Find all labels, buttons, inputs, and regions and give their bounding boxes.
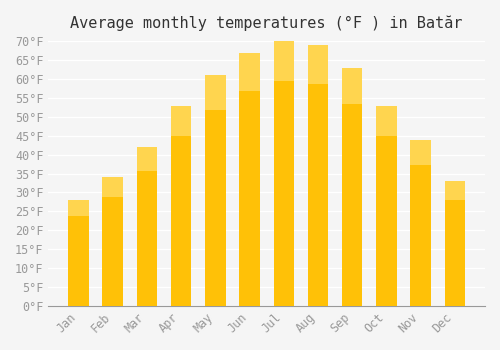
Bar xyxy=(68,200,88,306)
Bar xyxy=(444,181,465,306)
Bar xyxy=(376,106,396,306)
Bar xyxy=(240,53,260,91)
Bar xyxy=(342,68,362,306)
Bar xyxy=(308,45,328,306)
Bar xyxy=(102,177,123,306)
Bar xyxy=(102,177,123,197)
Title: Average monthly temperatures (°F ) in Batăr: Average monthly temperatures (°F ) in Ba… xyxy=(70,15,463,30)
Bar xyxy=(410,140,431,306)
Bar xyxy=(171,106,192,306)
Bar xyxy=(308,45,328,84)
Bar xyxy=(205,75,226,110)
Bar xyxy=(274,41,294,81)
Bar xyxy=(68,200,88,216)
Bar xyxy=(136,147,157,306)
Bar xyxy=(240,53,260,306)
Bar xyxy=(136,147,157,171)
Bar xyxy=(444,181,465,200)
Bar xyxy=(274,41,294,306)
Bar xyxy=(410,140,431,164)
Bar xyxy=(205,75,226,306)
Bar xyxy=(376,106,396,136)
Bar xyxy=(342,68,362,104)
Bar xyxy=(171,106,192,136)
